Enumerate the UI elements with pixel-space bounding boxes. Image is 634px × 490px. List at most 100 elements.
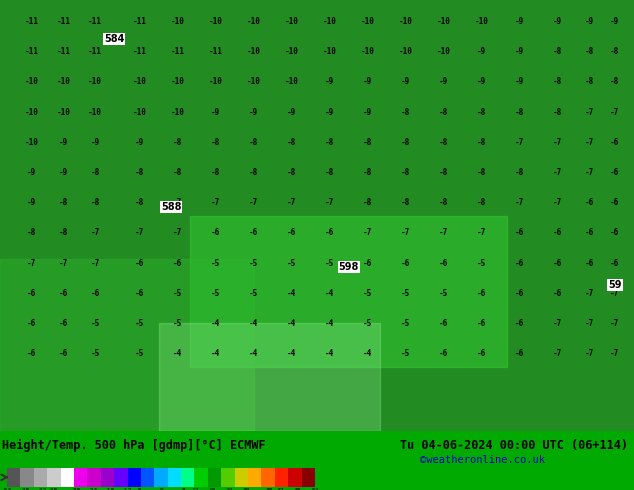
Text: -6: -6 xyxy=(439,259,448,268)
Text: -7: -7 xyxy=(173,198,182,207)
Text: -11: -11 xyxy=(209,47,223,56)
Bar xyxy=(261,467,275,487)
Text: -7: -7 xyxy=(585,138,594,147)
Text: 8: 8 xyxy=(182,488,186,490)
Text: -7: -7 xyxy=(585,349,594,358)
Text: -7: -7 xyxy=(611,289,619,298)
Text: -7: -7 xyxy=(585,289,594,298)
Text: -6: -6 xyxy=(363,259,372,268)
Text: -4: -4 xyxy=(363,349,372,358)
Text: -6: -6 xyxy=(515,289,524,298)
Text: -9: -9 xyxy=(553,17,562,26)
Text: -7: -7 xyxy=(585,319,594,328)
Text: -10: -10 xyxy=(437,17,451,26)
Bar xyxy=(221,467,235,487)
Text: -9: -9 xyxy=(363,77,372,86)
Text: -8: -8 xyxy=(325,168,334,177)
Text: -4: -4 xyxy=(287,289,296,298)
Text: -8: -8 xyxy=(515,108,524,117)
Text: -8: -8 xyxy=(59,228,68,237)
Text: -8: -8 xyxy=(287,138,296,147)
Text: -8: -8 xyxy=(287,168,296,177)
Text: -6: -6 xyxy=(135,289,144,298)
Text: -10: -10 xyxy=(323,17,337,26)
Text: -10: -10 xyxy=(56,77,70,86)
Text: -4: -4 xyxy=(287,319,296,328)
Text: -6: -6 xyxy=(287,228,296,237)
Text: -9: -9 xyxy=(287,108,296,117)
Text: -6: -6 xyxy=(439,349,448,358)
Text: -5: -5 xyxy=(249,289,258,298)
Text: -4: -4 xyxy=(173,349,182,358)
Text: -5: -5 xyxy=(401,349,410,358)
Text: -48: -48 xyxy=(18,488,30,490)
Bar xyxy=(288,467,302,487)
Text: -9: -9 xyxy=(249,108,258,117)
Text: -7: -7 xyxy=(611,349,619,358)
Text: -7: -7 xyxy=(325,198,334,207)
Text: -7: -7 xyxy=(211,198,220,207)
Text: -10: -10 xyxy=(209,17,223,26)
Text: 38: 38 xyxy=(266,488,273,490)
Text: -10: -10 xyxy=(399,17,413,26)
Text: -8: -8 xyxy=(477,108,486,117)
Text: 54: 54 xyxy=(311,488,319,490)
Text: -9: -9 xyxy=(515,17,524,26)
Text: 24: 24 xyxy=(226,488,233,490)
Text: -10: -10 xyxy=(247,47,261,56)
Text: -7: -7 xyxy=(135,228,144,237)
Text: -10: -10 xyxy=(361,17,375,26)
Text: -7: -7 xyxy=(401,228,410,237)
Text: -5: -5 xyxy=(135,319,144,328)
Text: 588: 588 xyxy=(161,202,181,212)
Text: -7: -7 xyxy=(553,319,562,328)
Text: -8: -8 xyxy=(401,168,410,177)
Text: -9: -9 xyxy=(325,108,334,117)
Bar xyxy=(154,467,168,487)
Text: -5: -5 xyxy=(401,319,410,328)
Text: -6: -6 xyxy=(325,228,334,237)
Text: -9: -9 xyxy=(363,108,372,117)
Text: -5: -5 xyxy=(287,259,296,268)
Text: -5: -5 xyxy=(173,319,182,328)
Bar xyxy=(275,467,288,487)
Text: ©weatheronline.co.uk: ©weatheronline.co.uk xyxy=(420,455,545,465)
Bar xyxy=(208,467,221,487)
Text: -8: -8 xyxy=(585,47,594,56)
Text: -42: -42 xyxy=(36,488,47,490)
Text: 598: 598 xyxy=(339,262,359,272)
Text: -6: -6 xyxy=(515,349,524,358)
Text: -7: -7 xyxy=(553,349,562,358)
Text: -9: -9 xyxy=(27,168,36,177)
Text: -9: -9 xyxy=(477,77,486,86)
Bar xyxy=(195,467,208,487)
Text: -7: -7 xyxy=(91,259,100,268)
Text: -6: -6 xyxy=(553,259,562,268)
Text: -8: -8 xyxy=(401,108,410,117)
Bar xyxy=(7,467,20,487)
Bar xyxy=(20,467,34,487)
Text: -6: -6 xyxy=(611,198,619,207)
Text: -38: -38 xyxy=(47,488,58,490)
Text: -10: -10 xyxy=(171,108,184,117)
Text: -6: -6 xyxy=(477,349,486,358)
Text: -8: -8 xyxy=(173,138,182,147)
Bar xyxy=(248,467,261,487)
Text: -8: -8 xyxy=(611,47,619,56)
Text: -7: -7 xyxy=(553,198,562,207)
Text: -8: -8 xyxy=(325,138,334,147)
Text: 42: 42 xyxy=(277,488,285,490)
Text: -10: -10 xyxy=(475,17,489,26)
Text: -6: -6 xyxy=(439,319,448,328)
Text: -7: -7 xyxy=(287,198,296,207)
Text: -6: -6 xyxy=(27,319,36,328)
Text: -6: -6 xyxy=(515,228,524,237)
Text: -5: -5 xyxy=(135,349,144,358)
Text: -9: -9 xyxy=(211,108,220,117)
Text: -8: -8 xyxy=(91,198,100,207)
Text: -7: -7 xyxy=(249,198,258,207)
Bar xyxy=(47,467,61,487)
Text: -6: -6 xyxy=(515,259,524,268)
Text: -10: -10 xyxy=(171,17,184,26)
Text: -5: -5 xyxy=(439,289,448,298)
